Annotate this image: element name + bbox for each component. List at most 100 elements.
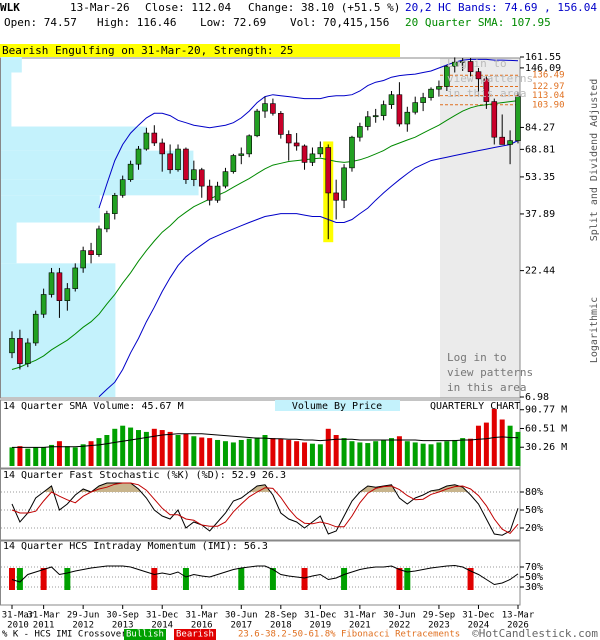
volume-bar [317,444,323,466]
candle-body [357,126,363,138]
panel-title: 14 Quarter HCS Intraday Momentum (IMI): … [3,541,268,552]
y-tick-label: 30.26 M [525,442,567,453]
bearish-crossover [301,568,308,590]
pattern-banner [0,44,400,57]
sma-legend: 20 Quarter SMA: 107.95 [405,16,551,29]
date: 13-Mar-26 [70,1,130,14]
y-tick-label: 80% [525,487,543,498]
volume-bar [278,438,284,466]
volume-bar [112,428,118,466]
candle-body [254,110,260,137]
volume-bar [151,428,157,466]
volume-bar [412,442,418,466]
candle-body [285,134,292,144]
bands-legend: 20,2 HC Bands: 74.69 , 156.04 [405,1,597,14]
candle-body [491,101,498,138]
candle-body [341,167,347,201]
volume-bar [120,425,126,466]
candle-body [507,140,513,145]
change: Change: 38.10 (+51.5 %) [248,1,400,14]
bullish-crossover [182,568,189,590]
fib-label: 136.49 [532,71,565,81]
candle-body [238,153,245,156]
bullish-crossover [341,568,348,590]
candle-body [111,195,118,214]
volume-bar [483,422,489,466]
volume-sma [12,433,519,448]
candle-body [17,338,23,364]
volume-bar [230,442,236,466]
volume-bar [262,435,268,466]
candle-body [206,185,213,201]
login-notice: Log in to [447,57,507,70]
x-tick-label: 31-Dec [146,611,179,621]
volume-bar [199,437,205,466]
volume-bar [41,447,47,466]
volume-bar [294,441,300,466]
candle-body [404,111,411,125]
candle-body [412,102,419,113]
symbol: WLK [0,1,20,14]
volume-bar [270,438,276,466]
candle-body [459,61,466,63]
sma-line [11,100,519,370]
volume-bar [128,427,134,466]
candle-body [483,78,490,102]
candle-body [127,163,134,180]
candle-body [159,142,166,155]
candle-body [9,338,15,354]
fib-label: 103.90 [532,100,565,110]
x-tick-label: 2019 [310,621,332,631]
x-tick-label: 13-Mar [502,611,535,621]
volume-bar [17,446,23,466]
volume-bar [136,430,141,466]
bearish-crossover [40,568,47,590]
volume-bar [215,439,221,466]
y-tick-label: 146.09 [525,63,561,74]
x-tick-label: 2011 [33,621,55,631]
volume-bar [143,431,149,466]
lower-band [98,140,519,398]
volume-bar [72,447,78,466]
bullish-crossover [238,568,245,590]
crossover-label: % K - HCS IMI Crossover, [2,630,132,640]
x-tick-label: 28-Sep [265,611,298,621]
x-tick-label: 2018 [270,621,292,631]
candle-body [64,288,71,301]
volume-bar [507,425,513,466]
volume-bar [357,442,363,466]
y-tick-label: 50% [525,505,543,516]
x-tick-label: 2022 [389,621,411,631]
volume-bar [104,435,110,466]
bearish-crossover [151,568,158,590]
x-tick-label: 31-Mar [27,611,60,621]
y-tick-label: 20% [525,523,543,534]
candle-body [428,88,434,98]
candle-body [396,94,403,125]
upper-band [98,58,519,209]
bullish-label: Bullish [126,630,164,640]
credit: ©HotCandlestick.com [472,627,598,640]
volume: Vol: 70,415,156 [290,16,389,29]
candle-body [309,153,316,163]
candle-body [151,132,158,144]
volume-bar [88,441,94,466]
bearish-crossover [9,568,15,590]
volume-bar [33,447,39,466]
locked-area [440,58,520,398]
volume-bar [222,441,228,466]
imi-frame [0,540,521,606]
candle-body [349,136,355,169]
volume-bar [64,446,70,466]
volume-bar [460,438,466,466]
volume-bar [167,431,173,466]
x-tick-label: 31-Mar [344,611,377,621]
stoch-line [11,482,519,535]
candle-body [499,136,505,145]
candle-body [80,250,86,269]
low: Low: 72.69 [200,16,266,29]
volume-by-price [1,57,22,73]
volume-by-price [1,150,194,180]
candle-body [270,103,276,114]
bearish-crossover [467,568,474,590]
